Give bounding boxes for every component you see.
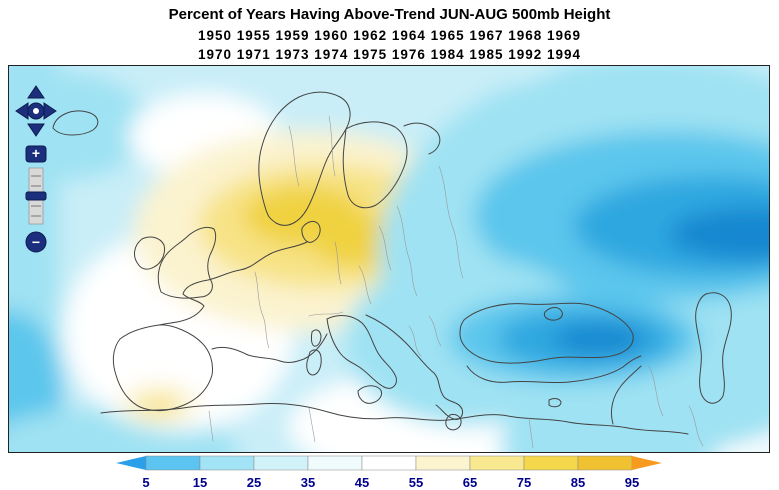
colorbar-segment xyxy=(253,455,308,471)
colorbar-right-arrow xyxy=(631,456,662,470)
zoom-slider-handle[interactable] xyxy=(25,191,47,201)
pan-up-button[interactable] xyxy=(27,85,45,99)
zoom-out-button[interactable]: − xyxy=(25,231,47,253)
colorbar-label: 55 xyxy=(408,475,422,490)
borders-layer xyxy=(208,115,704,449)
coast-med-france xyxy=(211,333,328,363)
zoom-slider[interactable] xyxy=(25,167,47,225)
colorbar-label: 35 xyxy=(300,475,314,490)
map-canvas[interactable]: + − xyxy=(8,65,770,453)
pan-right-button[interactable] xyxy=(43,102,57,120)
coast-levant xyxy=(610,365,642,425)
coast-iberia xyxy=(112,324,213,412)
pan-rosette xyxy=(15,85,57,137)
colorbar-label: 85 xyxy=(570,475,584,490)
map-nav-control: + − xyxy=(13,84,59,266)
colorbar-segment xyxy=(361,455,416,471)
colorbar-label: 75 xyxy=(516,475,530,490)
coast-peloponnese xyxy=(445,414,462,431)
coast-kola xyxy=(403,122,441,155)
svg-text:+: + xyxy=(32,145,40,161)
pan-center-dot xyxy=(33,108,39,114)
svg-text:−: − xyxy=(32,234,40,250)
colorbar-label: 5 xyxy=(142,475,149,490)
coast-caspian xyxy=(695,292,732,404)
colorbar-segment xyxy=(415,455,470,471)
coast-crimea xyxy=(543,307,563,321)
colorbar-label: 65 xyxy=(462,475,476,490)
coast-black-sea xyxy=(459,302,634,364)
years-line-2: 1970 1971 1973 1974 1975 1976 1984 1985 … xyxy=(197,47,582,62)
coast-sicily xyxy=(357,385,383,404)
coast-north-africa xyxy=(100,403,689,435)
colorbar-segment xyxy=(523,455,578,471)
coast-ireland xyxy=(134,236,165,270)
coast-britain xyxy=(157,226,217,299)
colorbar-segment xyxy=(307,455,362,471)
page-title: Percent of Years Having Above-Trend JUN-… xyxy=(168,6,611,23)
years-line-1: 1950 1955 1959 1960 1962 1964 1965 1967 … xyxy=(197,28,582,43)
colorbar-segment xyxy=(145,455,200,471)
pan-left-button[interactable] xyxy=(15,102,29,120)
colorbar-segment xyxy=(577,455,632,471)
map-plot xyxy=(9,66,769,452)
coast-nw-europe xyxy=(158,241,308,326)
coast-turkey-south xyxy=(466,355,642,384)
colorbar-segment xyxy=(469,455,524,471)
colorbar-label: 25 xyxy=(246,475,260,490)
coast-cyprus xyxy=(548,398,562,408)
colorbar-segment xyxy=(199,455,254,471)
coast-italy xyxy=(326,315,397,389)
colorbar-label: 15 xyxy=(192,475,206,490)
colorbar-label: 45 xyxy=(354,475,368,490)
coast-finland xyxy=(342,121,408,209)
zoom-in-button[interactable]: + xyxy=(25,145,47,163)
coast-iceland xyxy=(52,110,99,136)
coast-denmark xyxy=(301,220,321,243)
coastlines-layer xyxy=(52,91,732,435)
pan-down-button[interactable] xyxy=(27,123,45,137)
coast-sardinia xyxy=(306,349,322,376)
colorbar-label: 95 xyxy=(624,475,638,490)
coast-corsica xyxy=(310,329,322,347)
colorbar: 5 15 25 35 45 55 65 75 85 95 xyxy=(0,454,779,490)
colorbar-left-arrow xyxy=(115,456,146,470)
